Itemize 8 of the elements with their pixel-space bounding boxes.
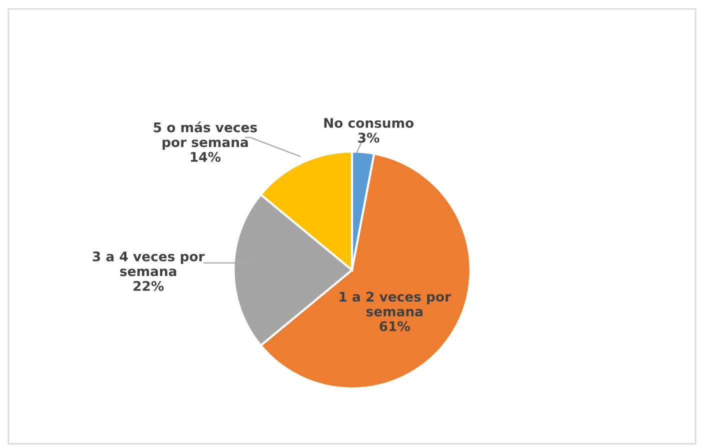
data-label: 3% [358, 132, 380, 143]
data-label: 61% [380, 321, 410, 332]
slice-label: 3 a 4 veces por semana [92, 251, 205, 276]
slice-label: 1 a 2 veces por semana [340, 292, 451, 316]
data-label: 14% [190, 152, 221, 162]
data-label: 22% [134, 280, 164, 291]
slice-label: No consumo [324, 118, 414, 128]
slice-label: 5 o más veces por semana [154, 122, 257, 150]
